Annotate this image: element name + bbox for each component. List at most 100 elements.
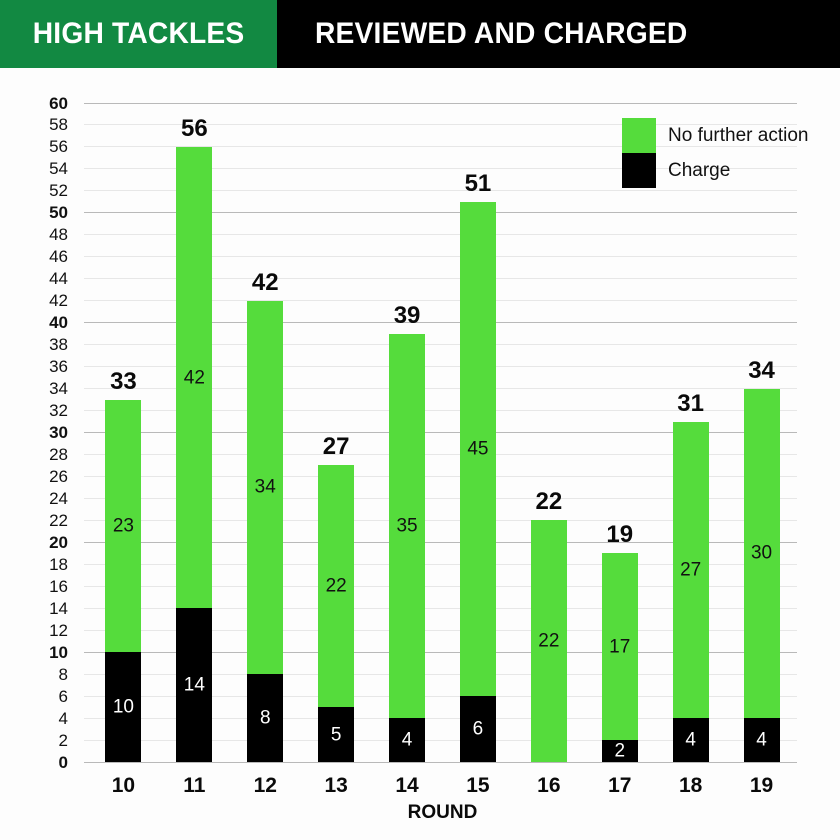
- x-tick-label-17: 17: [608, 774, 632, 797]
- total-value-round-11: 56: [180, 114, 208, 142]
- gridline-54: [84, 168, 797, 170]
- y-tick-label-22: 22: [49, 510, 68, 530]
- x-tick-label-11: 11: [183, 774, 206, 797]
- segment-value-round-17-no-further-action: 17: [609, 636, 631, 658]
- x-tick-label-16: 16: [537, 774, 561, 797]
- segment-value-round-12-no-further-action: 34: [254, 476, 276, 498]
- gridline-60: [84, 102, 797, 104]
- segment-value-round-14-charge: 4: [401, 729, 413, 751]
- legend: No further action Charge: [622, 118, 808, 188]
- y-tick-label-18: 18: [49, 554, 68, 574]
- bar-round-12-no-further-action: [247, 300, 284, 675]
- header-right-title: REVIEWED AND CHARGED: [315, 17, 688, 50]
- bar-round-19-charge: [743, 718, 780, 762]
- header-right-badge: REVIEWED AND CHARGED: [277, 0, 840, 68]
- y-tick-label-42: 42: [49, 291, 68, 311]
- segment-value-round-12-charge: 8: [259, 707, 271, 729]
- y-tick-label-60: 60: [49, 93, 68, 113]
- gridline-22: [84, 519, 797, 521]
- gridline-32: [84, 410, 797, 412]
- x-tick-label-12: 12: [253, 774, 277, 797]
- bar-round-11-charge: [176, 608, 213, 762]
- bar-round-19-no-further-action: [743, 388, 780, 719]
- bar-round-11-no-further-action: [176, 146, 213, 609]
- bar-round-15-no-further-action: [459, 201, 496, 697]
- gridline-56: [84, 146, 797, 148]
- legend-label: No further action: [668, 124, 809, 146]
- legend-item-charge: Charge: [622, 153, 808, 188]
- gridline-48: [84, 234, 797, 236]
- y-tick-label-26: 26: [49, 466, 68, 486]
- y-tick-label-58: 58: [49, 115, 68, 135]
- bar-round-14-no-further-action: [389, 333, 426, 719]
- y-tick-label-34: 34: [49, 379, 68, 399]
- total-value-round-17: 19: [606, 521, 634, 549]
- y-tick-label-48: 48: [49, 225, 68, 245]
- bar-round-18-no-further-action: [672, 421, 709, 719]
- y-tick-label-6: 6: [58, 686, 68, 706]
- y-tick-label-24: 24: [49, 488, 68, 508]
- x-tick-label-15: 15: [466, 774, 490, 797]
- legend-swatch-charge: [622, 153, 656, 188]
- gridline-28: [84, 453, 797, 455]
- gridline-14: [84, 607, 797, 609]
- y-tick-label-14: 14: [49, 598, 68, 618]
- gridline-16: [84, 585, 797, 587]
- bar-round-12-charge: [247, 674, 284, 762]
- y-tick-label-30: 30: [49, 423, 68, 442]
- total-value-round-10: 33: [110, 367, 137, 395]
- total-value-round-15: 51: [464, 169, 492, 197]
- bar-round-15-charge: [459, 696, 496, 762]
- y-tick-label-32: 32: [49, 401, 68, 421]
- y-tick-label-50: 50: [49, 203, 68, 223]
- bar-round-16-no-further-action: [530, 520, 567, 762]
- gridline-26: [84, 475, 797, 477]
- segment-value-round-18-no-further-action: 27: [680, 559, 702, 581]
- bar-round-13-charge: [318, 707, 355, 762]
- x-tick-label-14: 14: [395, 774, 419, 797]
- x-axis-title: ROUND: [407, 802, 478, 823]
- gridline-52: [84, 190, 797, 192]
- bar-round-17-charge: [601, 740, 638, 762]
- gridline-10: [84, 651, 797, 653]
- gridline-20: [84, 541, 797, 543]
- y-tick-label-28: 28: [49, 444, 68, 464]
- bar-round-18-charge: [672, 718, 709, 762]
- segment-value-round-13-charge: 5: [330, 724, 342, 746]
- gridline-34: [84, 388, 797, 390]
- bar-round-10-charge: [105, 652, 142, 762]
- segment-value-round-19-no-further-action: 30: [750, 542, 773, 564]
- legend-swatch-no-further-action: [622, 118, 656, 153]
- total-value-round-12: 42: [251, 268, 279, 296]
- segment-value-round-10-no-further-action: 23: [112, 515, 135, 537]
- gridline-38: [84, 344, 797, 346]
- gridline-18: [84, 563, 797, 565]
- y-tick-label-44: 44: [49, 269, 68, 289]
- gridline-44: [84, 278, 797, 280]
- y-tick-label-54: 54: [49, 159, 68, 179]
- gridline-8: [84, 673, 797, 675]
- y-tick-label-10: 10: [49, 642, 68, 662]
- total-value-round-14: 39: [393, 301, 421, 329]
- y-tick-label-38: 38: [49, 335, 68, 355]
- x-tick-label-13: 13: [324, 774, 348, 797]
- y-tick-label-36: 36: [49, 357, 68, 377]
- x-tick-label-18: 18: [678, 774, 703, 797]
- y-tick-label-20: 20: [49, 532, 68, 552]
- segment-value-round-15-no-further-action: 45: [467, 438, 489, 460]
- y-tick-label-12: 12: [49, 620, 68, 640]
- gridline-46: [84, 256, 797, 258]
- gridline-12: [84, 629, 797, 631]
- legend-item-no-further-action: No further action: [622, 118, 808, 153]
- gridline-4: [84, 717, 797, 719]
- segment-value-round-18-charge: 4: [685, 729, 696, 751]
- gridline-50: [84, 212, 797, 214]
- header-left-badge: HIGH TACKLES: [0, 0, 277, 68]
- gridline-2: [84, 739, 797, 741]
- total-value-round-13: 27: [322, 433, 350, 461]
- total-value-round-16: 22: [535, 488, 563, 516]
- bar-round-10-no-further-action: [105, 399, 142, 653]
- bar-round-17-no-further-action: [601, 553, 638, 741]
- gridline-58: [84, 124, 797, 126]
- gridline-30: [84, 432, 797, 433]
